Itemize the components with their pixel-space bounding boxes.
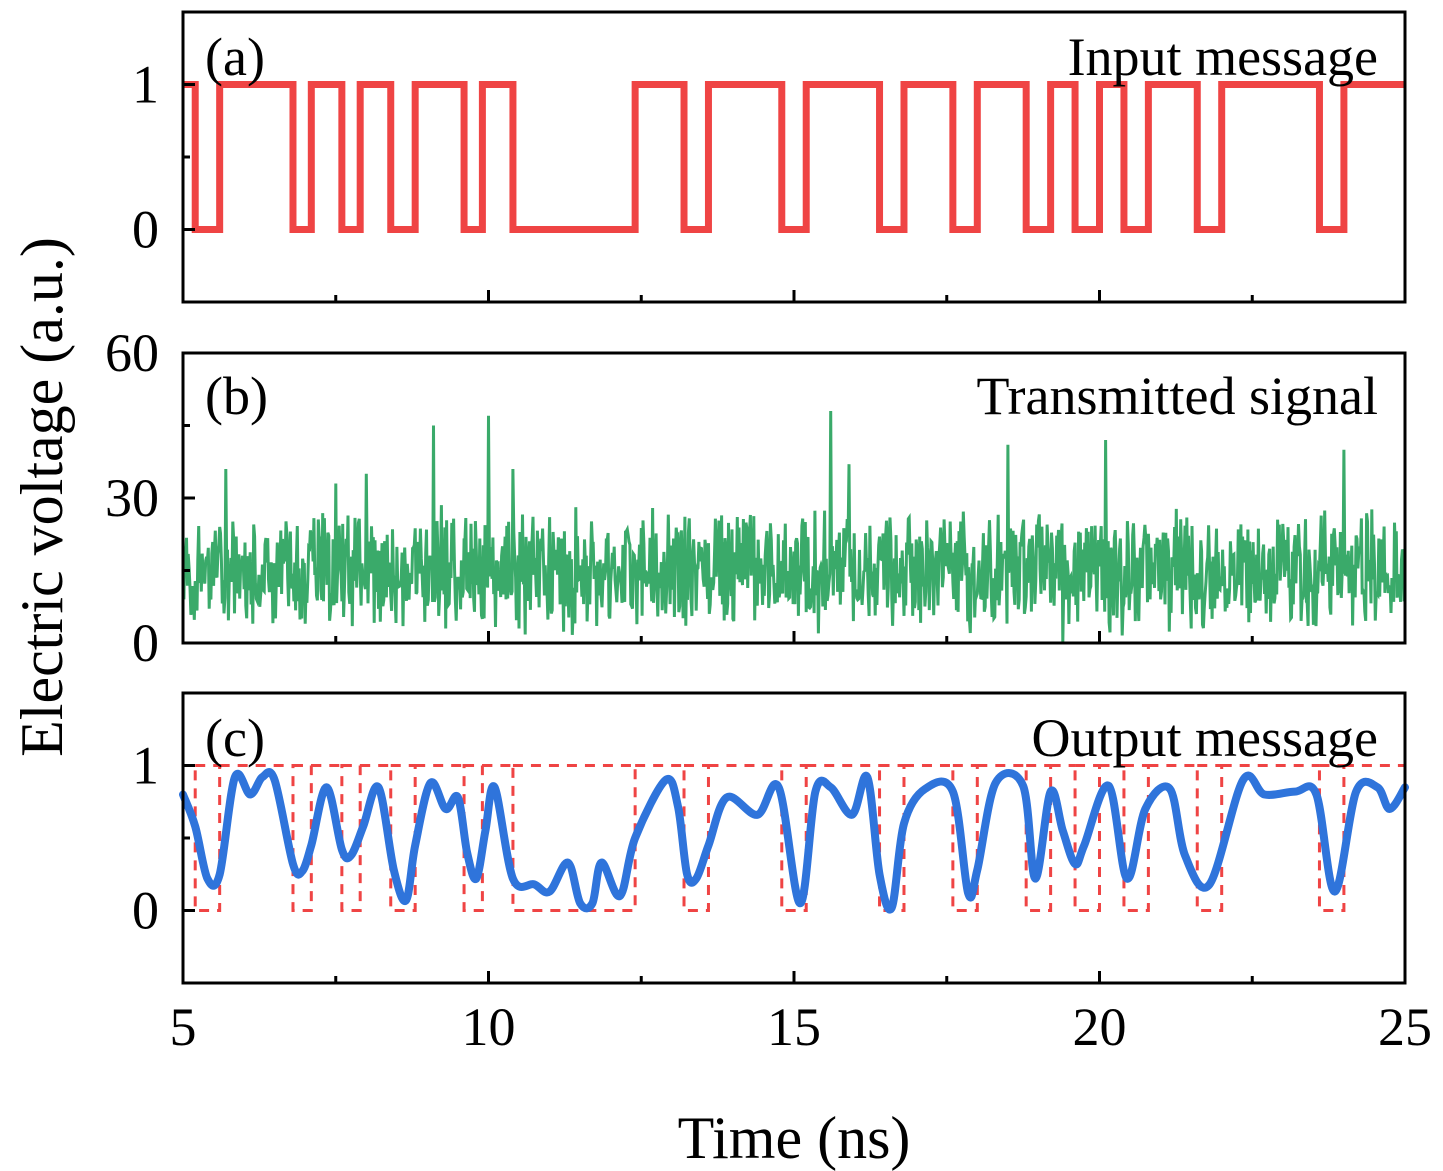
panel-c: 01 (c) Output message [132,691,1409,985]
panel-title-c: Output message [1032,708,1378,768]
reference-window [1024,764,1053,912]
reference-window [951,764,979,912]
reference-window [511,764,637,912]
ticks-a: 01 [132,10,1407,304]
plot-area-c [179,764,1409,914]
series-output-message [179,768,1409,914]
reference-window [682,764,710,912]
panel-title-a: Input message [1068,27,1378,87]
x-axis-title: Time (ns) [678,1105,911,1171]
x-tick-label: 10 [462,997,516,1057]
panel-label-c: (c) [205,708,265,768]
reference-window [291,764,313,912]
series-input-message [183,81,1405,233]
y-tick-label-b: 0 [132,613,159,673]
y-axis-title: Electric voltage (a.u.) [9,237,75,757]
y-tick-label-a: 1 [132,55,159,115]
series-transmitted-signal [181,410,1407,644]
y-tick-label-a: 0 [132,200,159,260]
panel-label-b: (b) [205,366,268,426]
plot-area-a [183,81,1405,233]
x-tick-label: 5 [170,997,197,1057]
x-tick-label: 15 [767,997,821,1057]
plot-area-b [181,410,1407,644]
x-axis-tick-labels: 5 10 15 20 25 [170,997,1433,1057]
ticks-c: 01 [132,691,1407,985]
panel-label-a: (a) [205,27,265,87]
reference-window [1122,764,1150,912]
panel-title-b: Transmitted signal [976,366,1378,426]
y-tick-label-b: 30 [105,468,159,528]
panel-a: 01 (a) Input message [132,10,1407,304]
reference-window [1073,764,1102,912]
panel-b: 0 30 60 (b) Transmitted signal [105,323,1407,673]
y-tick-label-c: 0 [132,881,159,941]
x-tick-label: 20 [1073,997,1127,1057]
reference-window [193,764,222,912]
x-tick-label: 25 [1378,997,1432,1057]
ticks-b: 0 30 60 [105,323,1407,673]
y-tick-label-b: 60 [105,323,159,383]
y-tick-label-c: 1 [132,736,159,796]
